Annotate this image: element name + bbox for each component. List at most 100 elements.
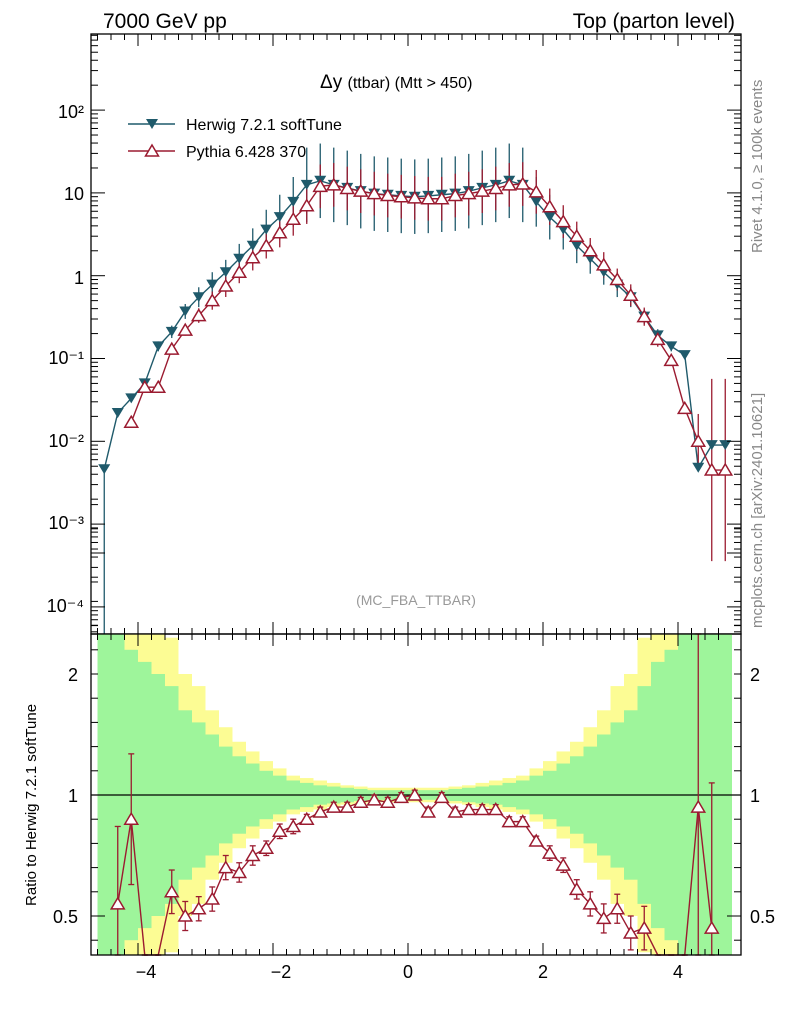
mcplots-label: mcplots.cern.ch [arXiv:2401.10621]: [749, 393, 766, 628]
watermark: (MC_FBA_TTBAR): [356, 592, 476, 608]
plot-title: Δy (ttbar) (Mtt > 450): [320, 72, 472, 93]
pythia-ratio-marker: [595, 910, 612, 925]
y-tick-labels-ratio: 0.5 1 2 0.5 1 2: [53, 665, 775, 927]
ratio-tick-label-right: 2: [750, 665, 760, 685]
herwig-marker: [719, 440, 732, 451]
pythia-ratio-marker: [339, 799, 356, 813]
x-tick-label: −4: [136, 962, 157, 982]
plot-title-sub: (ttbar) (Mtt > 450): [347, 75, 472, 92]
pythia-ratio-marker: [609, 901, 626, 915]
herwig-marker: [678, 350, 691, 361]
legend-pythia-label: Pythia 6.428 370: [186, 144, 306, 161]
pythia-ratio-marker: [244, 848, 261, 862]
pythia-ratio-marker: [636, 920, 653, 934]
pythia-marker: [190, 308, 207, 322]
pythia-ratio-marker: [271, 823, 288, 838]
ratio-tick-label-right: 1: [750, 786, 760, 806]
pythia-ratio-marker: [285, 818, 302, 833]
pythia-marker: [663, 352, 680, 367]
pythia-ratio-marker: [163, 884, 180, 898]
pythia-ratio-marker: [460, 802, 477, 816]
pythia-marker: [298, 198, 315, 212]
ratio-tick-label-left: 1: [68, 786, 78, 806]
pythia-ratio-marker: [703, 920, 720, 934]
pythia-marker: [379, 188, 396, 202]
herwig-marker: [98, 464, 111, 475]
rivet-label: Rivet 4.1.0, ≥ 100k events: [749, 80, 766, 253]
header-energy: 7000 GeV pp: [103, 10, 227, 33]
pythia-marker: [487, 181, 504, 195]
pythia-ratio-marker: [258, 840, 275, 854]
herwig-marker: [125, 393, 138, 404]
pythia-ratio-marker: [433, 789, 450, 804]
pythia-marker: [150, 379, 167, 393]
pythia-marker: [393, 189, 410, 203]
herwig-marker: [246, 240, 259, 251]
y-tick-label: 10⁻⁴: [47, 596, 84, 616]
plot-title-symbol: Δy: [320, 72, 343, 93]
ratio-ylabel: Ratio to Herwig 7.2.1 softTune: [23, 704, 40, 906]
pythia-marker: [514, 176, 531, 190]
y-tick-labels-main: 10⁻⁴ 10⁻³ 10⁻² 10⁻¹ 1 10 10²: [47, 102, 84, 616]
pythia-ratio-marker: [420, 804, 437, 818]
ratio-markers: [109, 787, 720, 939]
pythia-marker: [217, 278, 234, 292]
ratio-tick-label-left: 0.5: [53, 907, 78, 927]
pythia-ratio-marker: [231, 864, 248, 879]
herwig-marker: [287, 196, 300, 207]
pythia-marker: [474, 183, 491, 197]
herwig-marker: [300, 179, 313, 190]
pythia-marker: [231, 264, 248, 279]
pythia-ratio-marker: [528, 833, 545, 847]
herwig-marker: [530, 196, 543, 207]
herwig-marker: [233, 253, 246, 264]
pythia-marker: [244, 250, 261, 264]
x-tick-label: 2: [538, 962, 548, 982]
pythia-ratio-marker: [582, 896, 599, 910]
main-axes: [90, 33, 742, 635]
pythia-marker: [271, 225, 288, 239]
herwig-marker: [192, 292, 205, 303]
pythia-marker: [676, 400, 693, 415]
herwig-marker: [206, 279, 219, 290]
pythia-marker: [177, 322, 194, 336]
pythia-ratio-marker: [474, 802, 491, 816]
pythia-marker: [312, 178, 329, 193]
pythia-marker: [609, 272, 626, 286]
herwig-marker: [260, 224, 273, 235]
x-tick-label: 0: [403, 962, 413, 982]
pythia-marker: [717, 462, 734, 476]
pythia-marker: [204, 293, 221, 307]
pythia-ratio-marker: [487, 802, 504, 816]
pythia-marker: [285, 211, 302, 226]
pythia-marker: [528, 184, 545, 198]
pythia-marker: [339, 181, 356, 195]
pythia-ratio-marker: [190, 901, 207, 915]
x-tick-label: −2: [271, 962, 292, 982]
pythia-marker: [352, 183, 369, 197]
pythia-ratio-marker: [204, 891, 221, 905]
herwig-marker: [179, 306, 192, 317]
pythia-marker: [258, 238, 275, 252]
pythia-marker: [420, 191, 437, 205]
pythia-marker: [366, 186, 383, 200]
pythia-ratio-marker: [447, 804, 464, 818]
pythia-ratio-marker: [690, 799, 707, 813]
x-tick-label: 4: [673, 962, 683, 982]
pythia-ratio-marker: [366, 792, 383, 806]
pythia-ratio-marker: [298, 811, 315, 825]
pythia-marker: [406, 190, 423, 204]
pythia-marker: [433, 191, 450, 205]
herwig-marker: [705, 440, 718, 451]
pythia-ratio-marker: [406, 787, 423, 801]
pythia-ratio-marker: [393, 789, 410, 804]
pythia-marker: [136, 379, 153, 393]
pythia-ratio-marker: [312, 804, 329, 818]
main-markers: [98, 175, 734, 476]
header-process: Top (parton level): [573, 10, 735, 33]
pythia-ratio-marker: [568, 881, 585, 896]
pythia-ratio-marker: [123, 811, 140, 825]
ratio-tick-label-right: 0.5: [750, 907, 775, 927]
pythia-marker: [325, 177, 342, 191]
